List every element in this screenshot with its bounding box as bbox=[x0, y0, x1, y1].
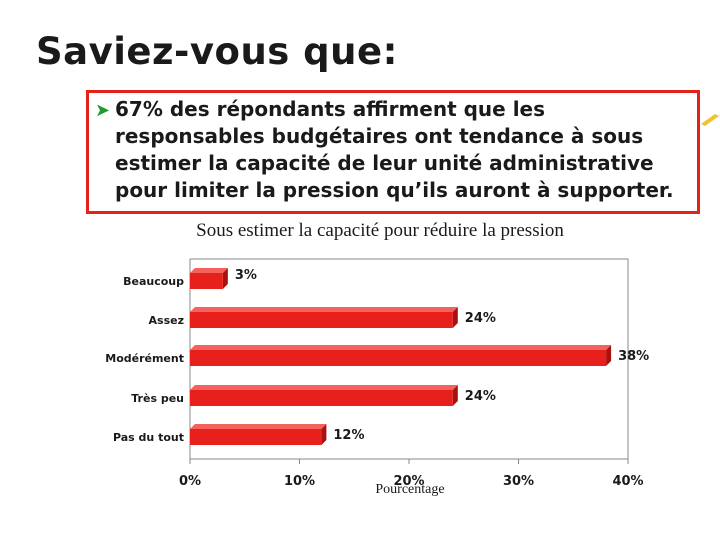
category-label: Modérément bbox=[105, 352, 184, 365]
category-label: Beaucoup bbox=[123, 275, 184, 288]
value-label: 3% bbox=[235, 268, 257, 283]
x-tick-label: 10% bbox=[284, 474, 315, 489]
category-label: Assez bbox=[149, 314, 184, 327]
value-label: 24% bbox=[465, 311, 496, 326]
value-label: 38% bbox=[618, 349, 649, 364]
chart-title: Sous estimer la capacité pour réduire la… bbox=[196, 220, 564, 241]
category-label: Très peu bbox=[131, 392, 184, 405]
bar-5 bbox=[190, 424, 327, 445]
callout-box: ➤ 67% des répondants affirment que les r… bbox=[86, 90, 700, 214]
value-label: 24% bbox=[465, 389, 496, 404]
x-tick-label: 20% bbox=[393, 474, 424, 489]
green-arrow-icon: ➤ bbox=[95, 100, 111, 120]
slide-title: Saviez-vous que: bbox=[36, 30, 398, 73]
value-label: 12% bbox=[333, 428, 364, 443]
category-label: Pas du tout bbox=[113, 431, 184, 444]
x-tick-label: 0% bbox=[179, 474, 201, 489]
x-tick-label: 40% bbox=[612, 474, 643, 489]
bar-4 bbox=[190, 385, 458, 406]
bullet-text: 67% des répondants affirment que les res… bbox=[115, 97, 674, 202]
bar-1 bbox=[190, 268, 228, 289]
x-axis-label: Pourcentage bbox=[375, 482, 444, 497]
bar-3 bbox=[190, 345, 612, 366]
x-tick-label: 30% bbox=[503, 474, 534, 489]
pencil-icon bbox=[701, 114, 719, 126]
bar-2 bbox=[190, 307, 458, 328]
